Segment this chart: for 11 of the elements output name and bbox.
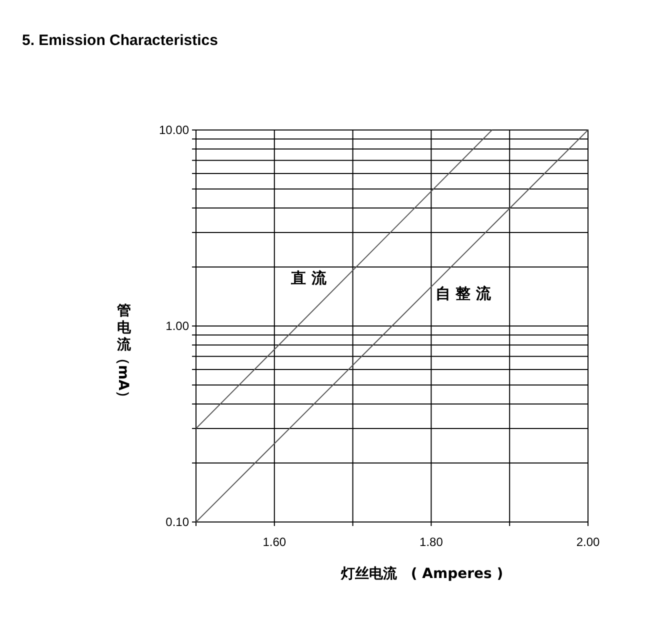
chart-title: 5. Emission Characteristics (22, 32, 218, 49)
y-axis-title: 管电流（mA） (115, 303, 132, 404)
y-tick-label: 1.00 (166, 318, 190, 333)
x-tick-label: 1.80 (420, 534, 444, 549)
y-tick-label: 0.10 (166, 514, 190, 529)
x-tick-label: 2.00 (576, 534, 600, 549)
x-tick-label: 1.60 (262, 534, 286, 549)
series-label: 直 流 (290, 268, 328, 287)
series-label: 自 整 流 (435, 284, 492, 303)
x-axis-title: 灯丝电流 ( Amperes ) (340, 565, 504, 582)
y-tick-label: 10.00 (158, 122, 190, 137)
